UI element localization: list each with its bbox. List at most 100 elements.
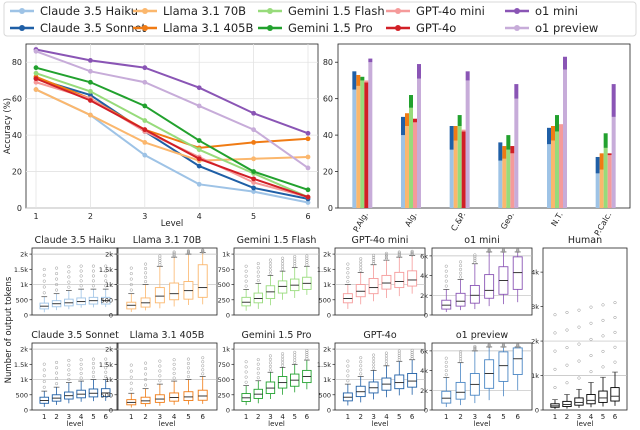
boxplot-xtick-label: 6 [410,413,415,421]
boxplot-outlier [516,248,520,252]
boxplot-outlier [359,356,363,360]
line-point-llama-3-1-70b [33,87,39,92]
boxplot-outlier [244,365,248,369]
boxplot-outlier [281,256,285,260]
boxplot-outlier [359,360,363,364]
boxplot-outlier [158,379,162,383]
boxplot-outlier [79,358,83,362]
boxplot-outlier [144,262,148,266]
boxplot-xtick-label: 6 [515,413,520,421]
boxplot-outlier [79,376,83,380]
bar-llama-3-1-70b-geo [502,158,507,208]
boxplot-xtick-label: 4 [384,413,389,421]
boxplot-box [562,400,572,408]
legend-label-o1-preview: o1 preview [535,21,598,35]
boxplot-outlier [67,358,71,362]
boxplot-outlier [91,269,95,273]
bar-llama-3-1-405b-p-calc [599,153,604,170]
boxplot-box [197,264,208,298]
boxplot-outlier [359,372,363,376]
line-chart-ytick-label: 0 [17,204,22,213]
boxplot-outlier [201,372,205,376]
boxplot-ytick-label: 1k [105,281,113,289]
boxplot-ytick-label: 4k [420,272,428,280]
boxplot-outlier [158,374,162,378]
boxplot-outlier [158,359,162,363]
boxplot-outlier [346,369,350,373]
line-point-o1-mini [88,58,93,63]
bar-o1-mini-geo [514,84,519,99]
line-point-llama-3-1-70b [251,156,256,162]
line-chart-xlabel: Level [161,219,183,229]
boxplot-title: Claude 3.5 Haiku [35,235,116,246]
boxplot-box [154,287,165,304]
boxplot-outlier [501,248,505,252]
boxplot-outlier [67,280,71,284]
line-point-claude-3-5-haiku [142,152,148,158]
boxplot-xtick-label: 5 [501,413,505,421]
boxplot-outlier [601,318,605,322]
boxplot-outlier [565,328,569,332]
boxplot-outlier [384,362,388,366]
boxplot-box [455,292,466,307]
boxplot-ytick-label: 0 [424,407,428,415]
bar-o1-preview-n-t [563,69,567,208]
bar-o1-mini-alg [417,64,421,79]
boxplot-ytick-label: 1.5k [14,266,28,274]
boxplot-outlier [384,356,388,361]
bar-llama-3-1-70b-p-calc [599,169,604,208]
boxplot-title: Gemini 1.5 Flash [237,235,317,246]
boxplot-outlier [201,248,205,252]
boxplot-frame [116,342,218,411]
boxplot-outlier [144,271,148,275]
boxplot-xtick-label: 3 [577,413,581,421]
legend-label-claude-3-5-sonnet: Claude 3.5 Sonnet [40,21,147,35]
bar-chart-ytick-label: 20 [323,168,333,177]
bar-gpt-4o-c-p [461,131,466,208]
boxplot-outlier [305,261,309,265]
boxplot-outlier [67,270,71,274]
boxplot-box [169,392,180,402]
bar-o1-preview-c-p [465,80,470,208]
boxplot-outlier [293,361,297,365]
line-chart-ytick-label: 20 [12,168,22,177]
boxplot-box [381,274,392,290]
boxplot-panel-llama-3-1-70b: Llama 3.1 70B 0 500 1k 1.5k 2k [99,235,218,320]
boxplot-outlier [172,367,176,371]
legend-marker-gpt-4o-mini [395,8,401,14]
boxplot-xtick-label: 6 [103,413,108,421]
boxplot-outlier [601,349,605,353]
boxplot-outlier [172,371,176,376]
boxplot-ytick-label: 250 [218,296,230,304]
line-series-o1-mini [35,48,309,135]
boxplot-frame [233,247,320,316]
boxplot-outlier [158,369,162,373]
boxplot-outlier [42,368,46,372]
boxplot-box [394,374,405,390]
boxplot-outlier [91,375,95,379]
boxplot-outlier [293,259,297,263]
boxplot-ytick-label: 2k [105,346,113,354]
boxplot-outlier [384,351,388,355]
boxplot-ytick-label: 0 [226,407,230,415]
line-point-claude-3-5-haiku [251,189,256,195]
line-point-llama-3-1-70b [142,140,148,145]
line-point-gpt-4o-mini [251,180,256,185]
boxplot-xtick-label: 4 [79,413,84,421]
boxplot-outlier [129,387,133,391]
boxplot-outlier [305,357,309,361]
legend-label-llama-3-1-405b: Llama 3.1 405B [163,21,253,35]
bar-llama-3-1-70b-c-p [453,140,458,208]
boxplot-outlier [144,377,148,382]
boxplot-ytick-label: 500 [218,281,230,289]
line-point-o1-preview [305,165,311,171]
boxplot-outlier [613,330,617,334]
boxplot-box [574,397,584,406]
boxplot-outlier [384,254,388,258]
boxplot-outlier [91,361,95,366]
bar-gemini-1-5-pro-geo [506,135,511,150]
boxplot-outlier [144,361,148,365]
boxplot-ytick-label: 0 [109,312,113,320]
boxplot-outlier [613,360,617,364]
boxplot-panel-gpt-4o-mini: GPT-4o mini 0 500 1k 1.5k 2k [317,235,426,320]
